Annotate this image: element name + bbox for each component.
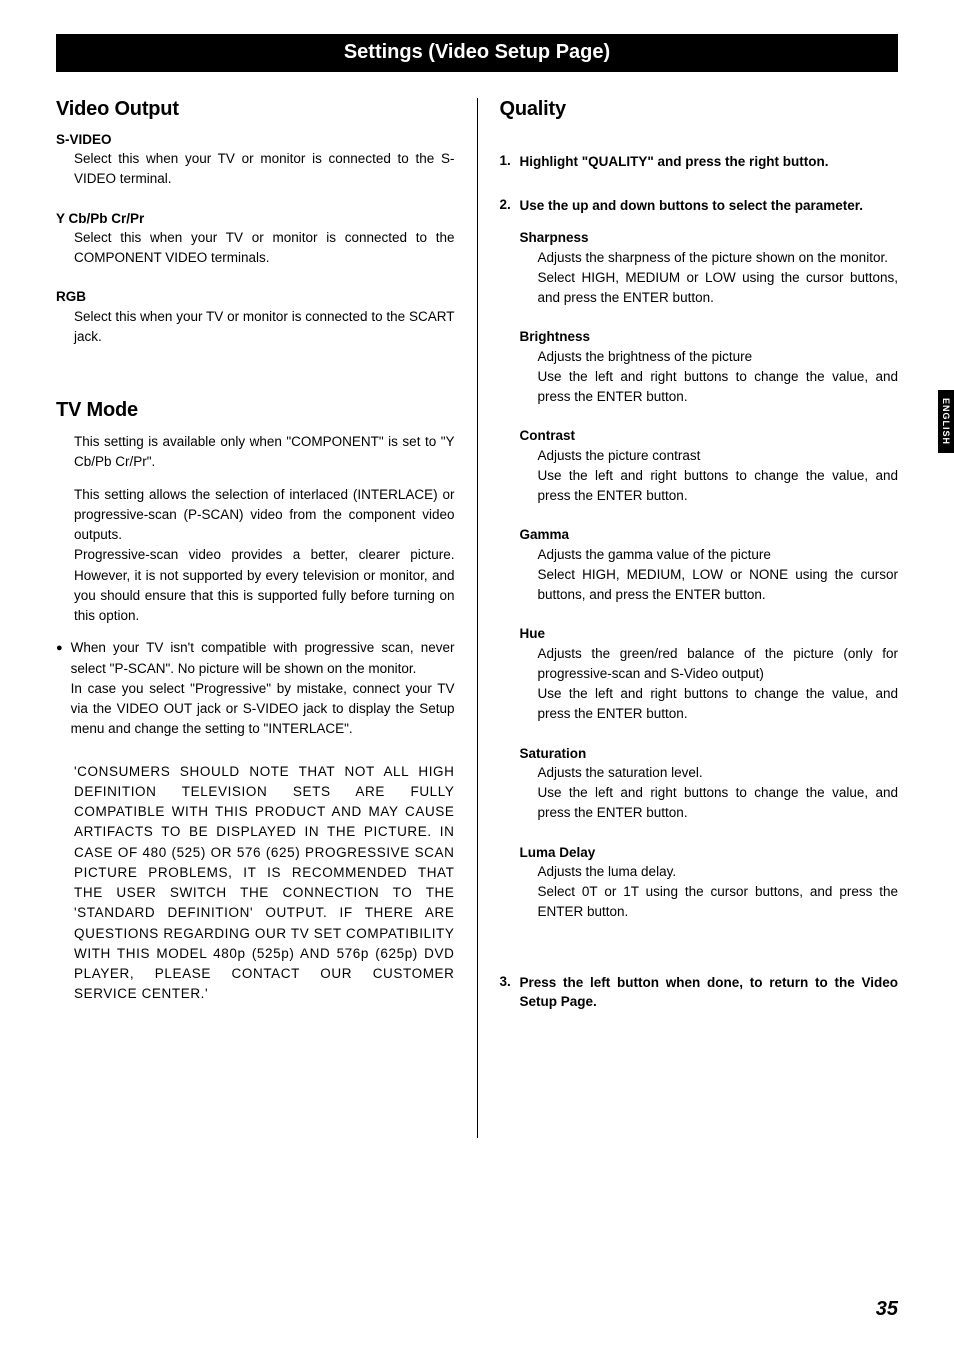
text-sharpness-2: Select HIGH, MEDIUM or LOW using the cur… <box>520 268 899 309</box>
text-rgb: Select this when your TV or monitor is c… <box>56 307 455 348</box>
label-svideo: S-VIDEO <box>56 131 455 149</box>
step-1: 1. Highlight "QUALITY" and press the rig… <box>500 153 899 171</box>
label-saturation: Saturation <box>520 745 899 763</box>
tvmode-p2: This setting allows the selection of int… <box>56 485 455 546</box>
text-contrast-2: Use the left and right buttons to change… <box>520 466 899 507</box>
step-2-text: Use the up and down buttons to select th… <box>520 197 899 215</box>
label-luma: Luma Delay <box>520 844 899 862</box>
text-hue-1: Adjusts the green/red balance of the pic… <box>520 644 899 685</box>
label-brightness: Brightness <box>520 328 899 346</box>
step-2-num: 2. <box>500 197 514 215</box>
section-video-output: Video Output <box>56 98 455 121</box>
step-3-text: Press the left button when done, to retu… <box>520 974 899 1010</box>
column-divider <box>477 98 478 1138</box>
text-saturation-2: Use the left and right buttons to change… <box>520 783 899 824</box>
page-title: Settings (Video Setup Page) <box>344 41 610 63</box>
page-header: Settings (Video Setup Page) <box>56 34 898 72</box>
block-contrast: Contrast Adjusts the picture contrast Us… <box>520 427 899 506</box>
text-brightness-1: Adjusts the brightness of the picture <box>520 347 899 367</box>
section-tv-mode: TV Mode <box>56 399 455 422</box>
text-luma-2: Select 0T or 1T using the cursor buttons… <box>520 882 899 923</box>
page-number: 35 <box>876 1298 898 1321</box>
step-1-text: Highlight "QUALITY" and press the right … <box>520 153 899 171</box>
tvmode-p3: Progressive-scan video provides a better… <box>56 545 455 626</box>
right-column: Quality 1. Highlight "QUALITY" and press… <box>500 98 899 1138</box>
tvmode-notice: 'CONSUMERS SHOULD NOTE THAT NOT ALL HIGH… <box>56 762 455 1005</box>
block-rgb: RGB Select this when your TV or monitor … <box>56 288 455 347</box>
label-rgb: RGB <box>56 288 455 306</box>
step-3: 3. Press the left button when done, to r… <box>500 974 899 1010</box>
block-brightness: Brightness Adjusts the brightness of the… <box>520 328 899 407</box>
text-svideo: Select this when your TV or monitor is c… <box>56 149 455 190</box>
language-label: ENGLISH <box>941 398 951 445</box>
content-columns: Video Output S-VIDEO Select this when yo… <box>56 98 898 1138</box>
text-sharpness-1: Adjusts the sharpness of the picture sho… <box>520 248 899 268</box>
label-sharpness: Sharpness <box>520 229 899 247</box>
text-luma-1: Adjusts the luma delay. <box>520 862 899 882</box>
text-ycbpb: Select this when your TV or monitor is c… <box>56 228 455 269</box>
block-gamma: Gamma Adjusts the gamma value of the pic… <box>520 526 899 605</box>
step-1-num: 1. <box>500 153 514 171</box>
left-column: Video Output S-VIDEO Select this when yo… <box>56 98 455 1138</box>
section-quality: Quality <box>500 98 899 121</box>
label-ycbpb: Y Cb/Pb Cr/Pr <box>56 210 455 228</box>
block-ycbpb: Y Cb/Pb Cr/Pr Select this when your TV o… <box>56 210 455 269</box>
text-gamma-1: Adjusts the gamma value of the picture <box>520 545 899 565</box>
text-contrast-1: Adjusts the picture contrast <box>520 446 899 466</box>
text-brightness-2: Use the left and right buttons to change… <box>520 367 899 408</box>
language-tab: ENGLISH <box>938 390 954 453</box>
tvmode-bullet-a: When your TV isn't compatible with progr… <box>71 638 455 679</box>
tvmode-p1: This setting is available only when "COM… <box>56 432 455 473</box>
tvmode-bullet: ● When your TV isn't compatible with pro… <box>56 638 455 739</box>
text-gamma-2: Select HIGH, MEDIUM, LOW or NONE using t… <box>520 565 899 606</box>
page: Settings (Video Setup Page) ENGLISH Vide… <box>0 0 954 1349</box>
block-svideo: S-VIDEO Select this when your TV or moni… <box>56 131 455 190</box>
block-saturation: Saturation Adjusts the saturation level.… <box>520 745 899 824</box>
label-contrast: Contrast <box>520 427 899 445</box>
block-sharpness: Sharpness Adjusts the sharpness of the p… <box>520 229 899 308</box>
bullet-icon: ● <box>56 638 63 739</box>
label-gamma: Gamma <box>520 526 899 544</box>
label-hue: Hue <box>520 625 899 643</box>
block-hue: Hue Adjusts the green/red balance of the… <box>520 625 899 724</box>
text-hue-2: Use the left and right buttons to change… <box>520 684 899 725</box>
step-2: 2. Use the up and down buttons to select… <box>500 197 899 215</box>
block-luma: Luma Delay Adjusts the luma delay. Selec… <box>520 844 899 923</box>
step-3-num: 3. <box>500 974 514 1010</box>
text-saturation-1: Adjusts the saturation level. <box>520 763 899 783</box>
tvmode-bullet-b: In case you select "Progressive" by mist… <box>71 679 455 740</box>
